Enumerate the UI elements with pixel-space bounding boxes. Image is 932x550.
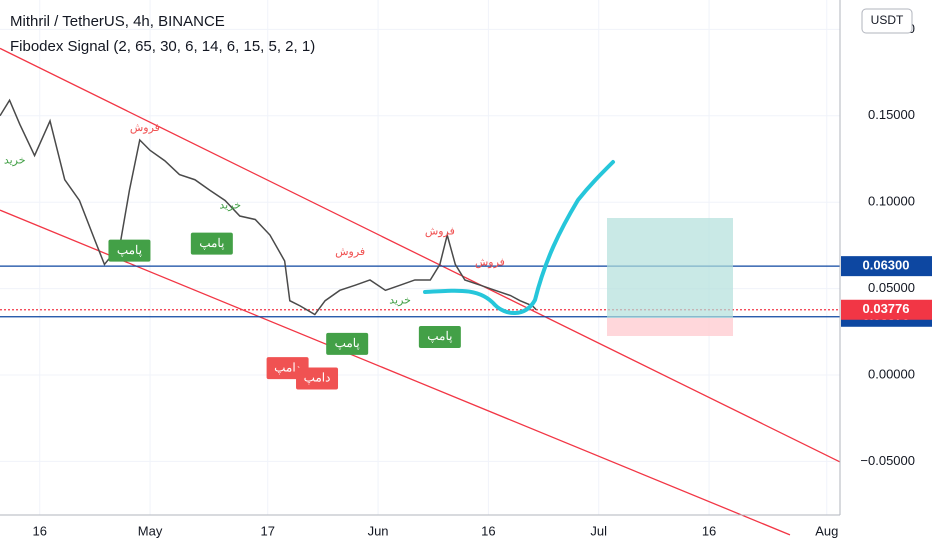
signal-label: فروش (130, 122, 160, 134)
signal-label: فروش (475, 257, 505, 269)
signal-label: فروش (425, 225, 455, 237)
price-badge-label: 0.03776 (863, 301, 910, 316)
stop-zone (607, 318, 733, 336)
x-tick-label: 16 (702, 523, 716, 538)
x-tick-label: 17 (261, 523, 275, 538)
y-tick-label: 0.00000 (868, 366, 915, 381)
projection-drawing (423, 160, 615, 315)
x-tick-label: 16 (32, 523, 46, 538)
trend-line (0, 209, 791, 536)
currency-badge[interactable] (861, 8, 913, 34)
x-tick-label: 16 (481, 523, 495, 538)
y-tick-label: −0.05000 (860, 453, 915, 468)
price-badge (841, 299, 932, 320)
axes: 00.150000.100000.050000.00000−0.0500016M… (32, 21, 932, 538)
signal-label: دامپ (304, 371, 331, 385)
target-zone (607, 218, 733, 318)
price-line (0, 98, 537, 316)
y-tick-label: 0.15000 (868, 107, 915, 122)
signal-box (190, 232, 233, 255)
chart-title: Mithril / TetherUS, 4h, BINANCE (10, 13, 225, 30)
signal-box (326, 332, 369, 355)
signal-label: دامپ (274, 360, 301, 374)
x-tick-label: Aug (815, 523, 838, 538)
signal-label: خرید (4, 155, 26, 167)
signal-box (108, 239, 151, 262)
price-badge-label: 0.06300 (863, 258, 910, 273)
x-tick-label: May (138, 523, 163, 538)
indicator-label: Fibodex Signal (2, 65, 30, 6, 14, 6, 15,… (10, 38, 315, 55)
x-tick-label: Jul (590, 523, 607, 538)
signal-box (296, 367, 339, 390)
signal-label: خرید (219, 200, 241, 212)
price-badge (841, 256, 932, 277)
signal-label: خرید (389, 295, 411, 307)
signal-label: پامپ (335, 336, 360, 350)
trend-line (0, 47, 841, 463)
y-tick-label: 0.10000 (868, 194, 915, 209)
x-tick-label: Jun (368, 523, 389, 538)
y-tick-label: 0.05000 (868, 280, 915, 295)
signal-label: پامپ (427, 329, 452, 343)
signal-label: پامپ (199, 236, 224, 250)
currency-label[interactable]: USDT (871, 13, 904, 27)
signal-label: پامپ (117, 243, 142, 257)
signal-box (418, 325, 461, 348)
signal-label: فروش (335, 246, 365, 258)
